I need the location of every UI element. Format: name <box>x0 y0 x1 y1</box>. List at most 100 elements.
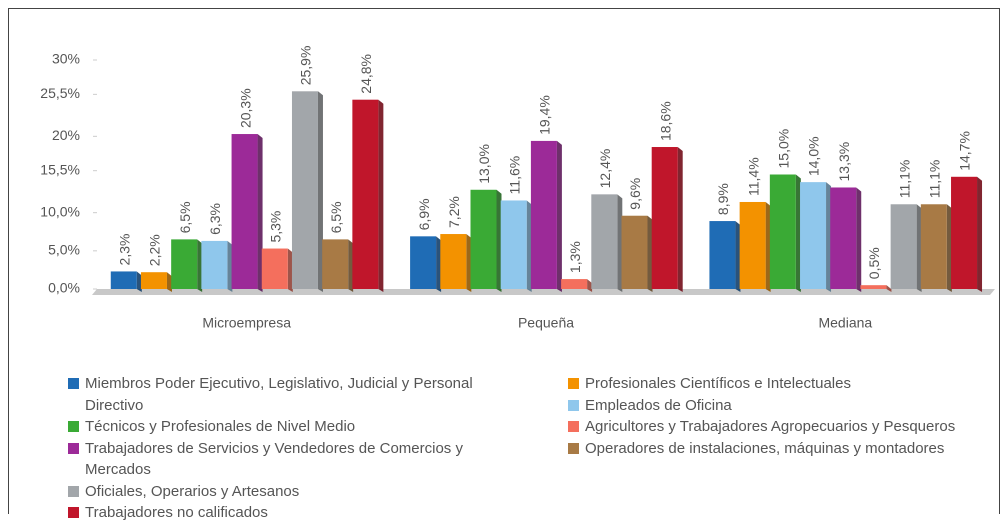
data-label: 6,5% <box>177 201 193 233</box>
x-tick-label: Microempresa <box>202 315 291 331</box>
bar <box>500 200 527 289</box>
legend-swatch <box>568 378 579 389</box>
data-label: 0,5% <box>866 247 882 279</box>
bar <box>920 204 947 289</box>
x-tick-label: Pequeña <box>518 315 574 331</box>
bar-side <box>946 204 952 292</box>
bar-side <box>166 272 172 292</box>
y-tick-label: 30% <box>52 51 80 67</box>
y-tick-label: 10,0% <box>40 203 80 219</box>
legend-item: Trabajadores de Servicios y Vendedores d… <box>68 438 518 481</box>
data-label: 11,6% <box>506 156 522 195</box>
data-label: 14,7% <box>957 131 973 171</box>
bar <box>110 271 137 289</box>
legend-swatch <box>68 507 79 518</box>
bar-side <box>348 239 354 292</box>
bar-side <box>735 221 741 292</box>
bar-side <box>587 279 593 292</box>
y-tick-label: 25,5% <box>40 85 80 101</box>
legend-swatch <box>68 485 79 497</box>
bar <box>201 240 228 289</box>
bar <box>830 187 857 289</box>
legend-label: Profesionales Científicos e Intelectuale… <box>585 375 851 392</box>
bar-side <box>378 99 384 293</box>
bar <box>651 147 678 289</box>
legend-item: Empleados de Oficina <box>568 395 998 417</box>
legend-label: Agricultores y Trabajadores Agropecuario… <box>585 418 956 435</box>
data-label: 15,0% <box>776 129 792 169</box>
data-label: 14,0% <box>806 136 822 176</box>
legend-label: Miembros Poder Ejecutivo, Legislativo, J… <box>85 375 473 414</box>
y-tick-label: 0,0% <box>48 280 80 296</box>
bar-side <box>977 176 983 292</box>
legend-swatch <box>568 399 579 411</box>
legend-item: Oficiales, Operarios y Artesanos <box>68 481 518 503</box>
bar-side <box>677 147 683 292</box>
data-label: 7,2% <box>446 196 462 228</box>
bar-side <box>916 204 922 292</box>
bar <box>860 285 887 289</box>
bar-side <box>466 234 472 292</box>
legend-item: Profesionales Científicos e Intelectuale… <box>568 373 998 395</box>
bar-side <box>765 201 771 292</box>
legend-item: Técnicos y Profesionales de Nivel Medio <box>68 416 518 438</box>
legend-swatch <box>68 421 79 432</box>
data-label: 2,2% <box>147 234 163 266</box>
bar-side <box>617 194 623 292</box>
bar-side <box>227 240 233 292</box>
bar <box>140 272 167 289</box>
data-label: 18,6% <box>657 101 673 141</box>
bar <box>769 174 796 289</box>
bar-side <box>317 91 323 293</box>
bar <box>291 91 318 290</box>
bar <box>561 279 588 289</box>
bar <box>530 140 557 289</box>
data-label: 13,3% <box>836 142 852 182</box>
bar-side <box>647 215 653 292</box>
legend: Miembros Poder Ejecutivo, Legislativo, J… <box>68 373 518 524</box>
legend-swatch <box>568 442 579 454</box>
bar <box>322 239 349 289</box>
bar <box>709 221 736 289</box>
bar <box>890 204 917 289</box>
bar <box>951 176 978 289</box>
data-label: 11,1% <box>896 160 912 199</box>
data-label: 19,4% <box>537 95 553 135</box>
legend-item: Operadores de instalaciones, máquinas y … <box>568 438 998 460</box>
y-tick-label: 15,5% <box>40 161 80 177</box>
bar <box>591 194 618 289</box>
data-label: 25,9% <box>298 46 314 86</box>
data-label: 6,9% <box>416 198 432 230</box>
data-label: 6,3% <box>207 203 223 235</box>
legend-swatch <box>68 442 79 454</box>
bar <box>261 248 288 289</box>
bar <box>440 234 467 289</box>
legend: Profesionales Científicos e Intelectuale… <box>568 373 998 459</box>
legend-label: Trabajadores de Servicios y Vendedores d… <box>85 439 463 479</box>
bar <box>621 215 648 289</box>
data-label: 9,6% <box>627 178 643 210</box>
data-label: 11,4% <box>745 157 761 196</box>
data-label: 20,3% <box>237 88 253 128</box>
bar-side <box>526 200 532 292</box>
bar-side <box>257 134 263 292</box>
bar-side <box>136 271 142 292</box>
bar-side <box>856 187 862 292</box>
legend-label: Trabajadores no calificados <box>85 504 268 521</box>
bar-side <box>826 182 832 292</box>
bar-side <box>795 174 801 292</box>
legend-label: Técnicos y Profesionales de Nivel Medio <box>85 418 356 435</box>
data-label: 2,3% <box>116 234 132 266</box>
bar <box>231 134 258 289</box>
bar-side <box>197 239 203 292</box>
bar <box>739 201 766 289</box>
data-label: 24,8% <box>358 54 374 94</box>
data-label: 6,5% <box>328 201 344 233</box>
bar <box>410 236 437 289</box>
data-label: 13,0% <box>476 144 492 184</box>
chart-border <box>8 8 1000 514</box>
legend-label: Empleados de Oficina <box>585 396 732 414</box>
bar-side <box>496 189 502 292</box>
